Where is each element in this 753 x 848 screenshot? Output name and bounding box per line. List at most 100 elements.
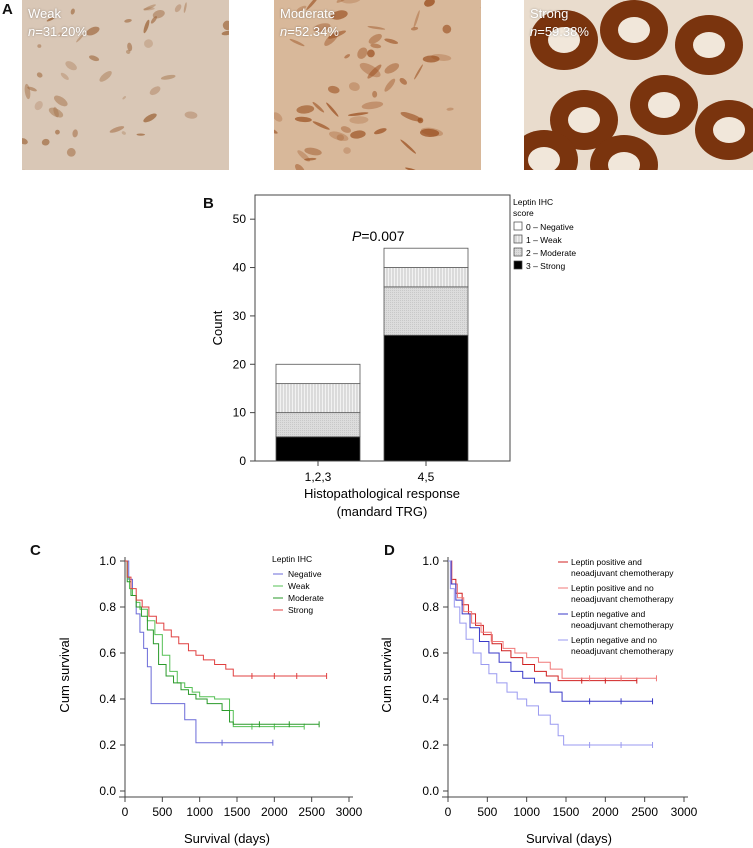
y-tick-label: 0.0 <box>99 784 116 798</box>
stained-cell <box>274 112 283 122</box>
bar-segment <box>275 363 361 385</box>
stained-cell <box>99 71 112 82</box>
x-tick-label: 1500 <box>553 805 580 819</box>
stained-cell <box>348 112 369 116</box>
stained-cell <box>327 85 340 94</box>
survival-curve <box>448 560 653 746</box>
stained-cell <box>313 23 331 32</box>
stained-cell <box>143 19 150 34</box>
histology-percent-strong: n=59.38% <box>530 24 589 39</box>
legend-label: 1 – Weak <box>526 235 563 245</box>
bar-segment <box>383 247 469 268</box>
survival-curve <box>125 560 273 744</box>
x-tick-label: 2000 <box>261 805 288 819</box>
legend-label: Weak <box>288 581 310 591</box>
p-value-annotation: P=0.007 <box>352 228 405 244</box>
legend-swatch <box>513 247 523 257</box>
stained-cell <box>46 17 55 22</box>
stained-cell <box>143 113 157 123</box>
y-tick-label: 0.2 <box>99 738 116 752</box>
stained-cell <box>41 138 50 146</box>
stacked-bar-chart: 0 10 20 30 40 50 1,2,3 4,5 Count Histopatholog… <box>210 194 576 519</box>
stained-cell <box>361 101 384 110</box>
gland-lumen <box>693 32 725 58</box>
stained-cell <box>348 82 360 91</box>
survival-curve <box>125 560 327 677</box>
stained-cell <box>53 106 59 118</box>
gland-lumen <box>608 152 640 170</box>
stained-cell <box>22 138 28 145</box>
histology-label-weak: Weak <box>28 6 61 21</box>
y-axis-label: Cum survival <box>57 637 72 712</box>
stained-cell <box>413 10 420 28</box>
panel-c-letter: C <box>30 542 41 559</box>
legend-swatch <box>513 221 523 231</box>
x-tick-label: 1500 <box>224 805 251 819</box>
histology-image-moderate: Moderate n=52.34% <box>274 0 481 170</box>
stained-cell <box>340 126 352 133</box>
histology-image-strong: Strong n=59.38% <box>524 0 753 170</box>
stained-cell <box>27 86 37 92</box>
stained-cell <box>324 31 340 46</box>
legend-title-line1: Leptin IHC <box>513 197 553 207</box>
legend-label: Leptin positive and no <box>571 583 654 593</box>
bar-segment <box>383 286 469 336</box>
stained-cell <box>57 32 63 37</box>
stained-cell <box>367 64 382 79</box>
panel-d-letter: D <box>384 542 395 559</box>
stained-cell <box>446 107 454 111</box>
x-tick-label: 1000 <box>513 805 540 819</box>
km-curve-chart-d: 0.0 0.2 0.4 0.6 0.8 1.0 0 500 1000 1500 2000 2500 30… <box>379 554 698 846</box>
stained-cell <box>424 0 435 7</box>
stained-cell <box>349 116 369 124</box>
legend-title-line2: score <box>513 208 534 218</box>
stained-cell <box>297 150 311 162</box>
x-axis-label: Survival (days) <box>184 831 270 846</box>
survival-curve <box>125 560 305 728</box>
bar-segment <box>275 436 361 462</box>
y-tick-label: 1.0 <box>422 554 439 568</box>
stained-cell <box>136 133 146 136</box>
stained-cell <box>344 54 351 59</box>
legend-label-line2: neoadjuvant chemotherapy <box>571 594 674 604</box>
x-tick-label: 4,5 <box>418 470 435 484</box>
stained-cell <box>328 131 349 141</box>
y-tick-label: 40 <box>233 261 247 275</box>
stained-cell <box>359 62 381 78</box>
stained-cell <box>53 95 68 107</box>
stained-cell <box>295 164 305 170</box>
stained-cell <box>122 96 126 100</box>
y-tick-label: 0.6 <box>422 646 439 660</box>
y-axis-label: Count <box>210 310 225 345</box>
gland-lumen <box>713 117 745 143</box>
stained-cell <box>88 55 100 62</box>
stained-cell <box>384 78 396 92</box>
stained-cell <box>419 128 440 138</box>
survival-curve <box>448 560 653 702</box>
x-tick-label: 3000 <box>671 805 698 819</box>
stained-cell <box>422 55 440 63</box>
stained-cell <box>72 129 78 138</box>
legend-label: 0 – Negative <box>526 222 574 232</box>
stained-cell <box>184 111 198 119</box>
x-tick-label: 2500 <box>631 805 658 819</box>
stained-cell <box>328 30 346 39</box>
stained-cell <box>336 134 345 141</box>
stained-cell <box>150 16 158 24</box>
stained-cell <box>304 147 322 156</box>
x-tick-label: 2000 <box>592 805 619 819</box>
stained-cell <box>48 107 64 118</box>
stained-cell <box>312 121 330 130</box>
stained-cell <box>86 26 100 36</box>
x-axis-label: Histopathological response <box>304 486 460 501</box>
tissue-weak-svg <box>22 0 229 170</box>
stained-cell <box>400 111 422 122</box>
stained-cell <box>70 8 75 15</box>
stained-cell <box>143 4 156 11</box>
tissue-strong-svg <box>524 0 753 170</box>
stained-cell <box>37 44 42 48</box>
stained-cell <box>410 26 419 31</box>
stained-cell <box>125 49 131 54</box>
stained-cell <box>326 102 339 117</box>
stained-cell <box>384 38 399 44</box>
